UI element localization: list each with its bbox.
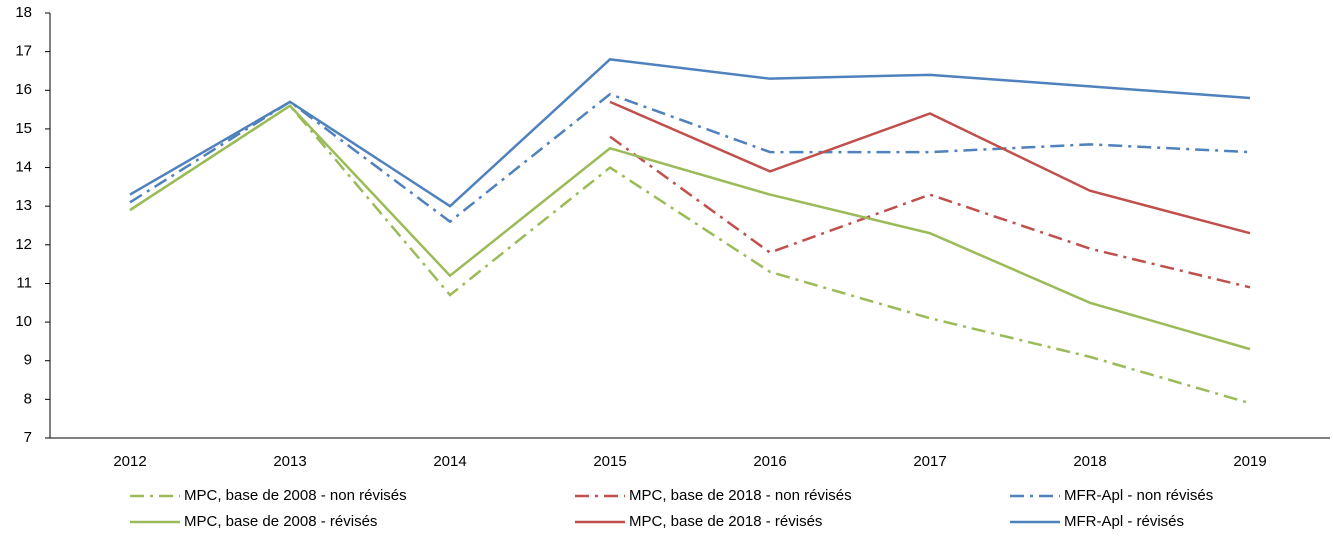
series-line xyxy=(129,104,1251,405)
y-tick-label: 15 xyxy=(15,120,32,137)
legend-label: MPC, base de 2008 - révisés xyxy=(184,513,377,530)
y-tick-label: 11 xyxy=(16,274,32,291)
y-tick-label: 9 xyxy=(24,352,32,369)
y-tick-label: 17 xyxy=(15,43,32,60)
y-tick-label: 10 xyxy=(15,313,32,330)
legend-label: MPC, base de 2018 - non révisés xyxy=(629,487,852,504)
y-tick-label: 7 xyxy=(24,429,32,446)
y-tick-label: 18 xyxy=(15,4,32,21)
x-tick-label: 2013 xyxy=(273,453,306,470)
x-tick-label: 2017 xyxy=(913,453,946,470)
x-tick-label: 2018 xyxy=(1073,453,1106,470)
x-tick-label: 2019 xyxy=(1233,453,1266,470)
x-tick-label: 2014 xyxy=(433,453,466,470)
y-tick-label: 14 xyxy=(15,159,32,176)
y-tick-label: 12 xyxy=(15,236,32,253)
legend-label: MPC, base de 2008 - non révisés xyxy=(184,487,407,504)
series-line xyxy=(129,92,1251,224)
y-tick-label: 16 xyxy=(15,81,32,98)
series-line xyxy=(129,104,1251,351)
legend-label: MPC, base de 2018 - révisés xyxy=(629,513,822,530)
legend-label: MFR-Apl - non révisés xyxy=(1064,487,1213,504)
y-tick-label: 8 xyxy=(24,390,32,407)
series-line xyxy=(609,100,1251,235)
series-line xyxy=(129,58,1251,208)
x-tick-label: 2012 xyxy=(113,453,146,470)
legend-label: MFR-Apl - révisés xyxy=(1064,513,1184,530)
series-line xyxy=(609,135,1251,289)
y-tick-label: 13 xyxy=(15,197,32,214)
x-tick-label: 2015 xyxy=(593,453,626,470)
x-tick-label: 2016 xyxy=(753,453,786,470)
